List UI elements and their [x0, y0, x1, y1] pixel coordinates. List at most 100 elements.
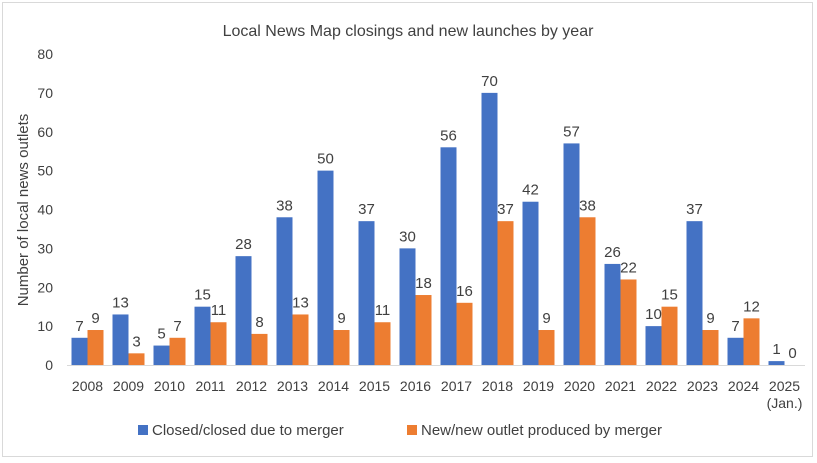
data-label: 0	[788, 345, 796, 362]
data-label: 15	[661, 287, 678, 304]
bar-new	[579, 217, 596, 365]
x-tick-label: 2010	[154, 378, 185, 394]
data-label: 30	[399, 228, 416, 245]
bar-group: 37 11	[358, 201, 391, 365]
bar-new	[169, 337, 186, 365]
bar-group: 42 9	[522, 182, 555, 365]
x-tick-label: 2022	[646, 378, 677, 394]
legend-swatch	[407, 425, 417, 435]
data-label: 9	[337, 310, 345, 327]
x-tick-label: 2011	[195, 378, 225, 394]
x-tick-label: 2009	[113, 378, 144, 394]
bar-closed	[194, 306, 211, 365]
bar-new	[292, 314, 309, 365]
bar-closed	[358, 221, 375, 365]
data-label: 7	[731, 318, 739, 335]
bar-new	[87, 330, 104, 365]
bar-new	[374, 322, 391, 365]
bar-closed	[563, 143, 580, 365]
bar-closed	[153, 345, 170, 365]
legend-label: Closed/closed due to merger	[152, 422, 344, 439]
bar-group: 28 8	[235, 236, 268, 365]
bar-new	[702, 330, 719, 365]
y-tick-label: 30	[37, 240, 53, 256]
x-tick-label: 2021	[605, 378, 636, 394]
data-label: 9	[91, 310, 99, 327]
bar-new	[661, 306, 678, 365]
x-tick-label: 2013	[277, 378, 308, 394]
y-tick-label: 50	[37, 163, 53, 179]
data-label: 50	[317, 151, 334, 168]
x-tick-label: 2018	[482, 378, 513, 394]
data-label: 7	[173, 318, 181, 335]
bar-group: 56 16	[440, 127, 473, 365]
data-label: 38	[276, 197, 293, 214]
bar-closed	[112, 314, 129, 365]
data-label: 70	[481, 73, 498, 90]
bar-closed	[399, 248, 416, 365]
x-tick-label: 2024	[728, 378, 759, 394]
y-tick-label: 60	[37, 124, 53, 140]
chart-title: Local News Map closings and new launches…	[223, 23, 595, 40]
data-label: 9	[706, 310, 714, 327]
x-axis-ticks: 2008 2009 2010 2011 2012 2013 2014 2015 2016 2017…	[72, 378, 802, 411]
data-label: 1	[772, 341, 780, 358]
bar-closed	[235, 256, 252, 365]
x-tick-label: 2014	[318, 378, 349, 394]
y-axis-ticks: 0 10 20 30 40 50 60 70 80	[37, 46, 53, 373]
y-axis-label: Number of local news outlets	[15, 114, 32, 307]
bar-group: 13 3	[112, 294, 145, 365]
data-label: 37	[497, 201, 514, 218]
data-label: 57	[563, 123, 580, 140]
bar-group: 38 13	[276, 197, 309, 365]
bar-closed	[522, 201, 539, 365]
bar-closed	[276, 217, 293, 365]
bar-new	[251, 333, 268, 365]
x-tick-label: 2025 (Jan.)	[767, 378, 803, 411]
bar-group: 50 9	[317, 151, 350, 365]
legend-item: New/new outlet produced by merger	[407, 422, 662, 439]
x-tick-label: 2008	[72, 378, 103, 394]
bar-closed	[727, 337, 744, 365]
data-label: 22	[620, 259, 637, 276]
legend: Closed/closed due to merger New/new outle…	[138, 422, 662, 439]
data-label: 5	[157, 326, 165, 343]
data-label: 9	[542, 310, 550, 327]
data-label: 15	[194, 287, 211, 304]
bar-new	[456, 302, 473, 365]
bar-closed	[645, 326, 662, 365]
data-label: 7	[75, 318, 83, 335]
bar-new	[538, 330, 555, 365]
data-label: 37	[358, 201, 375, 218]
data-label: 8	[255, 314, 263, 331]
bar-group: 37 9	[686, 201, 719, 365]
bar-new	[128, 353, 145, 365]
bar-new	[620, 279, 637, 365]
data-label: 11	[211, 302, 227, 319]
data-label: 38	[579, 197, 596, 214]
data-label: 37	[686, 201, 703, 218]
x-tick-label: 2012	[236, 378, 267, 394]
data-label: 3	[132, 333, 140, 350]
bar-closed	[604, 263, 621, 365]
y-tick-label: 80	[37, 46, 53, 62]
legend-label: New/new outlet produced by merger	[421, 422, 662, 439]
bar-new	[415, 295, 432, 365]
bar-closed	[317, 170, 334, 365]
data-label: 18	[415, 275, 432, 292]
y-tick-label: 10	[37, 318, 53, 334]
data-label: 42	[522, 182, 539, 199]
bar-closed	[686, 221, 703, 365]
x-tick-label: 2023	[687, 378, 718, 394]
legend-swatch	[138, 425, 148, 435]
y-tick-label: 70	[37, 85, 53, 101]
chart-frame	[2, 2, 813, 457]
bar-closed	[768, 361, 785, 365]
bar-new	[210, 322, 227, 365]
